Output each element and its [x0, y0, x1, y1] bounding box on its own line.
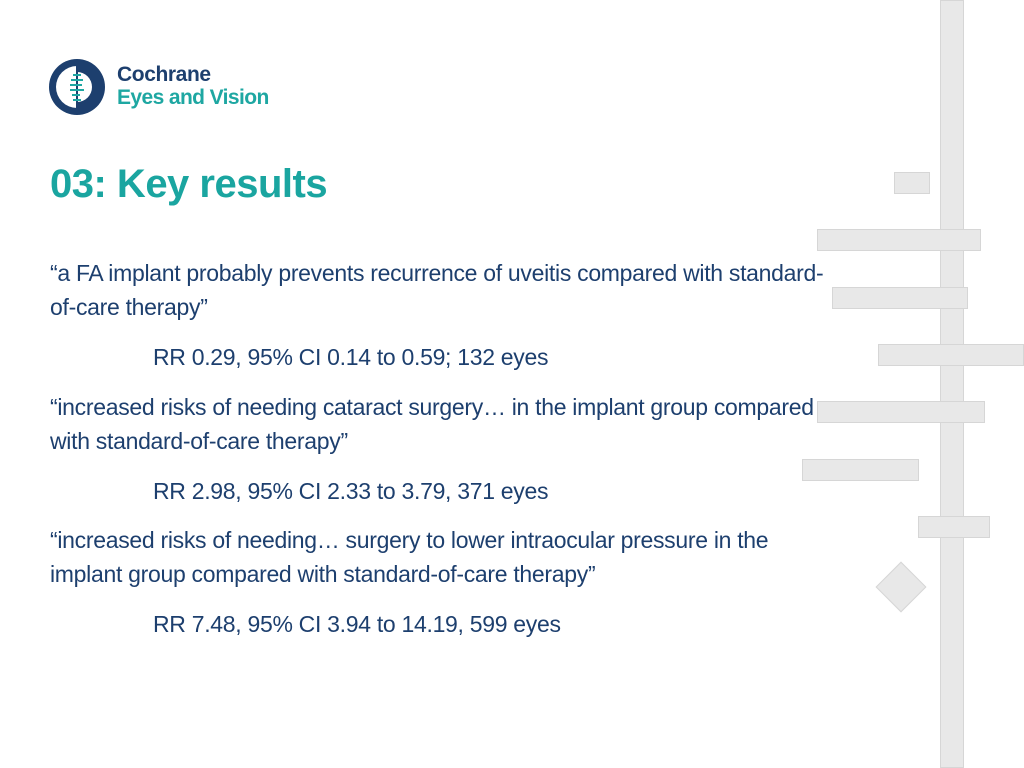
deco-bar: [802, 459, 919, 481]
result-stat-uveitis: RR 0.29, 95% CI 0.14 to 0.59; 132 eyes: [153, 344, 549, 370]
result-quote-cataract: “increased risks of needing cataract sur…: [50, 394, 814, 454]
logo-wordmark: Cochrane Eyes and Vision: [117, 64, 269, 109]
deco-small-square: [894, 172, 930, 194]
result-quote-iop-surgery: “increased risks of needing… surgery to …: [50, 527, 769, 587]
page-title: 03: Key results: [50, 162, 328, 206]
cochrane-logo: Cochrane Eyes and Vision: [48, 58, 269, 116]
deco-bar: [878, 344, 1024, 366]
deco-bar: [817, 229, 981, 251]
result-stat-cataract: RR 2.98, 95% CI 2.33 to 3.79, 371 eyes: [153, 478, 549, 504]
result-quote-uveitis: “a FA implant probably prevents recurren…: [50, 260, 824, 320]
logo-line-cochrane: Cochrane: [117, 63, 211, 87]
deco-bar: [918, 516, 990, 538]
deco-bar: [817, 401, 985, 423]
cochrane-logo-icon: [49, 59, 105, 115]
logo-line-eyes-and-vision: Eyes and Vision: [117, 86, 269, 109]
result-stat-iop-surgery: RR 7.48, 95% CI 3.94 to 14.19, 599 eyes: [153, 611, 561, 637]
deco-vertical-bar: [940, 0, 964, 768]
deco-bar: [832, 287, 968, 309]
deco-diamond: [875, 561, 927, 613]
